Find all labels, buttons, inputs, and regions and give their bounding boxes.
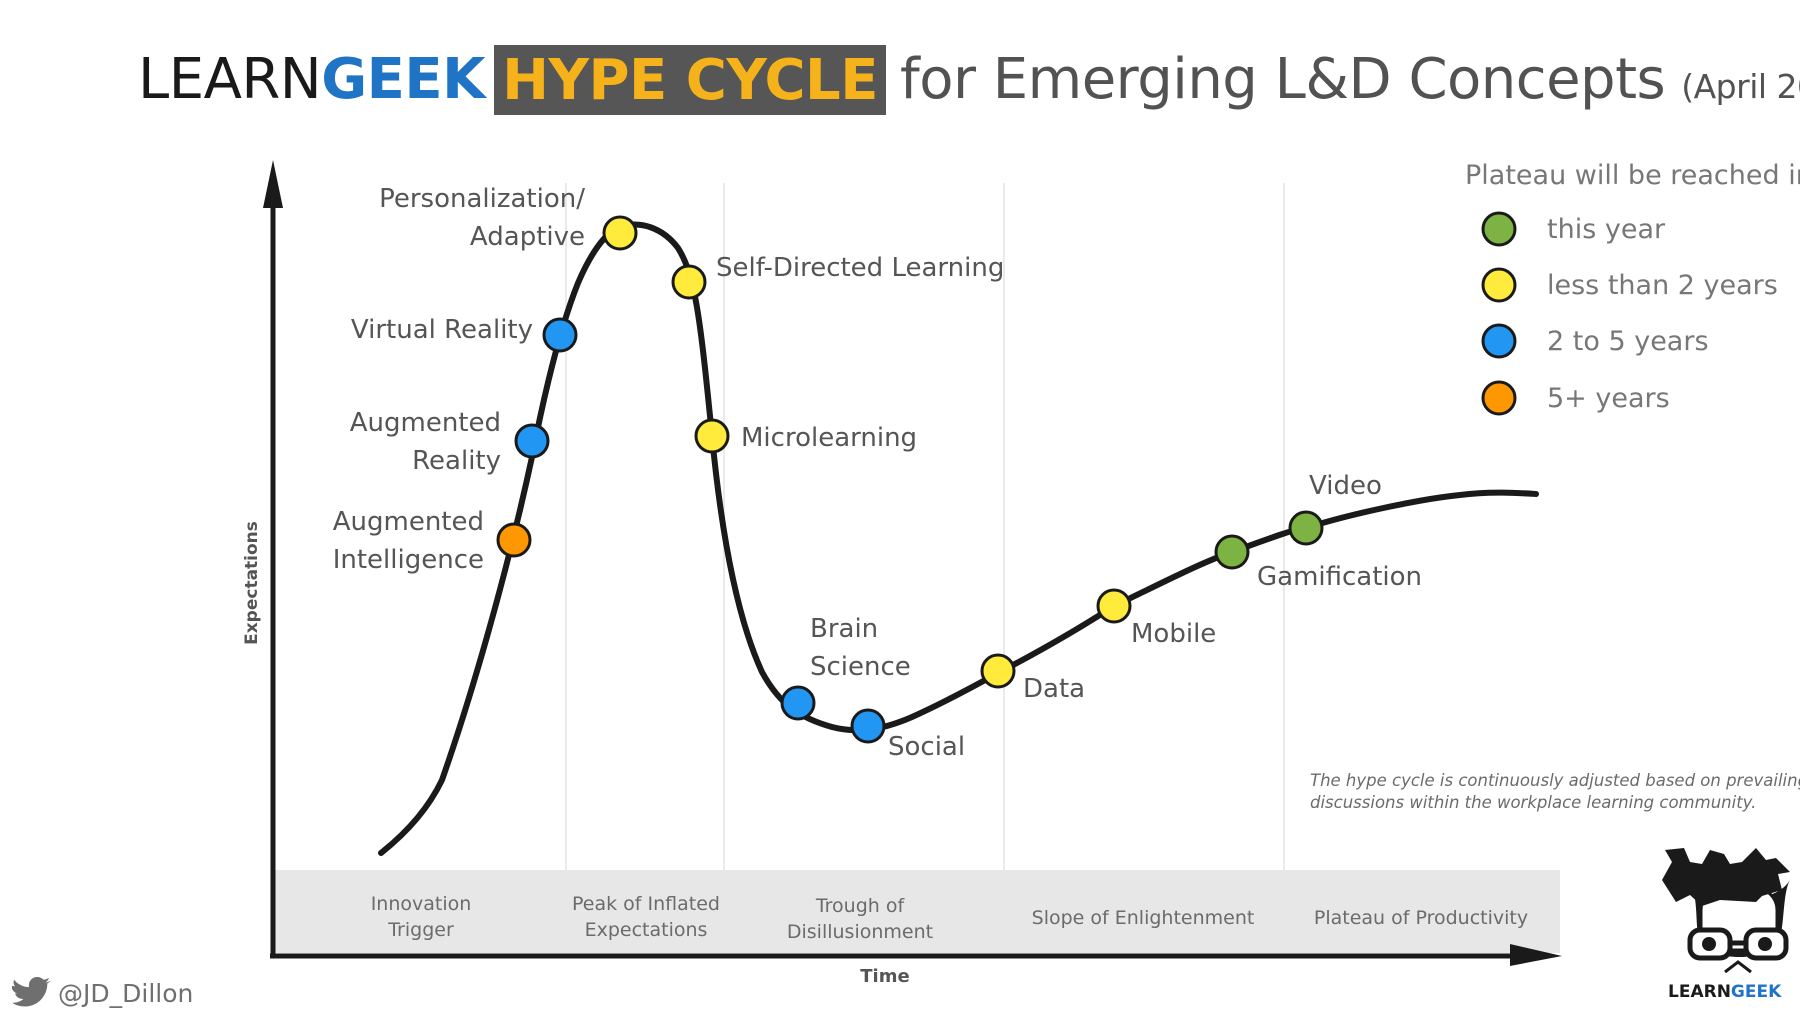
concept-label: Personalization/Adaptive xyxy=(379,184,585,252)
phase-label: Trough of Disillusionment xyxy=(787,895,933,943)
concept-label: Brain Science xyxy=(810,614,911,682)
phase-label: Peak of Inflated Expectations xyxy=(572,893,720,941)
phase-label: Plateau of Productivity xyxy=(1314,907,1528,929)
logo-text-geek: GEEK xyxy=(1731,982,1782,1002)
concept-label: Data xyxy=(1023,674,1085,704)
y-axis-label: Expectations xyxy=(242,521,262,645)
phase-band xyxy=(273,870,1560,953)
twitter-bird-icon xyxy=(12,977,51,1007)
phase-label: Innovation Trigger xyxy=(371,893,472,941)
footnote-line-1: The hype cycle is continuously adjusted … xyxy=(1310,771,1800,790)
concept-dot-data xyxy=(980,653,1016,689)
concept-dot-gamification xyxy=(1214,534,1250,570)
concept-label: Microlearning xyxy=(741,423,917,453)
concept-dot-augmented-reality xyxy=(514,423,550,459)
footnote-line-2: discussions within the workplace learnin… xyxy=(1310,793,1756,812)
title-highlight: HYPE CYCLE xyxy=(494,45,886,115)
page-title: LEARN GEEK HYPE CYCLE for Emerging L&D Co… xyxy=(138,40,1800,120)
concept-dot-mobile xyxy=(1096,588,1132,624)
footnote: The hype cycle is continuously adjusted … xyxy=(1310,771,1800,812)
legend-swatch-this-year xyxy=(1481,211,1517,247)
learngeek-mascot-icon xyxy=(1662,848,1790,974)
concept-dot-microlearning xyxy=(694,418,730,454)
legend-label: 2 to 5 years xyxy=(1547,326,1709,357)
concept-dot-augmented-intelligence xyxy=(496,522,532,558)
title-brand-learn: LEARN xyxy=(138,47,322,112)
concept-label: Gamification xyxy=(1257,562,1422,592)
y-axis xyxy=(263,160,283,958)
legend-swatch-2to5 xyxy=(1481,323,1517,359)
twitter-handle[interactable]: @JD_Dillon xyxy=(12,976,193,1010)
phase-label: Slope of Enlightenment xyxy=(1032,907,1255,929)
concept-label: Augmented Intelligence xyxy=(333,507,484,575)
concept-dot-self-directed-learning xyxy=(671,264,707,300)
x-axis-label: Time xyxy=(860,966,909,987)
concept-dot-virtual-reality xyxy=(542,317,578,353)
concept-layer: Augmented Intelligence Augmented Reality Vir… xyxy=(333,184,1422,762)
legend: Plateau will be reached in this year less… xyxy=(1465,160,1800,416)
legend-label: this year xyxy=(1547,214,1666,245)
phase-labels: Innovation Trigger Peak of Inflated Expecta… xyxy=(371,893,1528,943)
concept-dot-personalization-adaptive xyxy=(602,215,638,251)
concept-label: Augmented Reality xyxy=(350,408,501,476)
legend-swatch-lt2 xyxy=(1481,267,1517,303)
concept-dot-brain-science xyxy=(780,685,816,721)
learngeek-logo: LEARNGEEK xyxy=(1662,848,1790,1002)
legend-label: 5+ years xyxy=(1547,383,1670,414)
x-axis xyxy=(270,944,1562,966)
concept-label: Video xyxy=(1309,471,1382,501)
concept-label: Virtual Reality xyxy=(351,315,533,345)
legend-swatch-5plus xyxy=(1481,380,1517,416)
logo-text-learn: LEARN xyxy=(1668,982,1731,1002)
title-brand-geek: GEEK xyxy=(321,47,486,112)
title-rest: for Emerging L&D Concepts xyxy=(899,47,1666,112)
logo-text: LEARNGEEK xyxy=(1668,982,1782,1002)
concept-label: Mobile xyxy=(1131,619,1216,649)
concept-dot-video xyxy=(1288,510,1324,546)
concept-dot-social xyxy=(850,708,886,744)
legend-label: less than 2 years xyxy=(1547,270,1778,301)
concept-label: Social xyxy=(888,732,965,762)
legend-title: Plateau will be reached in xyxy=(1465,160,1800,191)
concept-label: Self-Directed Learning xyxy=(716,253,1004,283)
title-date: (April 2018) xyxy=(1681,66,1800,106)
legend-items: this year less than 2 years 2 to 5 years 5+… xyxy=(1481,211,1778,416)
twitter-handle-text: @JD_Dillon xyxy=(58,978,194,1008)
